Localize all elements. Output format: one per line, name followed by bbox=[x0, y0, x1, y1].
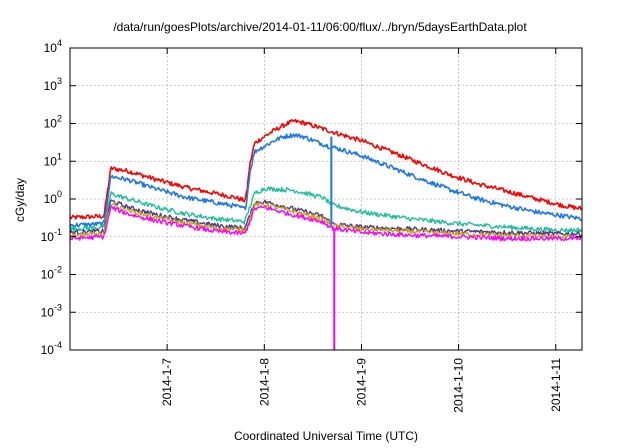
vertical-lines bbox=[330, 136, 336, 350]
chart-title: /data/run/goesPlots/archive/2014-01-11/0… bbox=[113, 20, 527, 34]
data-series-3 bbox=[69, 186, 583, 233]
plot-frame bbox=[69, 47, 583, 351]
x-axis-label: Coordinated Universal Time (UTC) bbox=[233, 429, 419, 443]
y-tick-label: 10-2 bbox=[41, 265, 62, 282]
data-series-4 bbox=[69, 199, 583, 237]
x-tick-label: 2014-1-9 bbox=[354, 358, 368, 406]
data-series-1 bbox=[69, 118, 583, 220]
x-tick-label: 2014-1-10 bbox=[452, 358, 466, 413]
y-tick-label: 10-1 bbox=[41, 227, 62, 244]
x-tick-label: 2014-1-8 bbox=[257, 358, 271, 406]
y-tick-label: 101 bbox=[44, 151, 62, 168]
data-series-6 bbox=[69, 205, 583, 242]
y-tick-label: 104 bbox=[44, 38, 62, 55]
data-series-2 bbox=[69, 132, 583, 229]
series-group bbox=[69, 118, 583, 242]
y-tick-label: 102 bbox=[44, 114, 62, 131]
data-series-5 bbox=[69, 201, 583, 240]
y-tick-label: 103 bbox=[44, 76, 62, 93]
x-tick-label: 2014-1-11 bbox=[549, 358, 563, 412]
axis-ticks: 10-4 10-3 10-2 10-1 100 101 102 103 104 2014-1-7 2… bbox=[41, 38, 582, 413]
y-tick-label: 10-4 bbox=[41, 340, 62, 357]
y-tick-label: 100 bbox=[44, 189, 62, 206]
x-tick-label: 2014-1-7 bbox=[160, 358, 174, 406]
y-tick-label: 10-3 bbox=[41, 302, 62, 319]
